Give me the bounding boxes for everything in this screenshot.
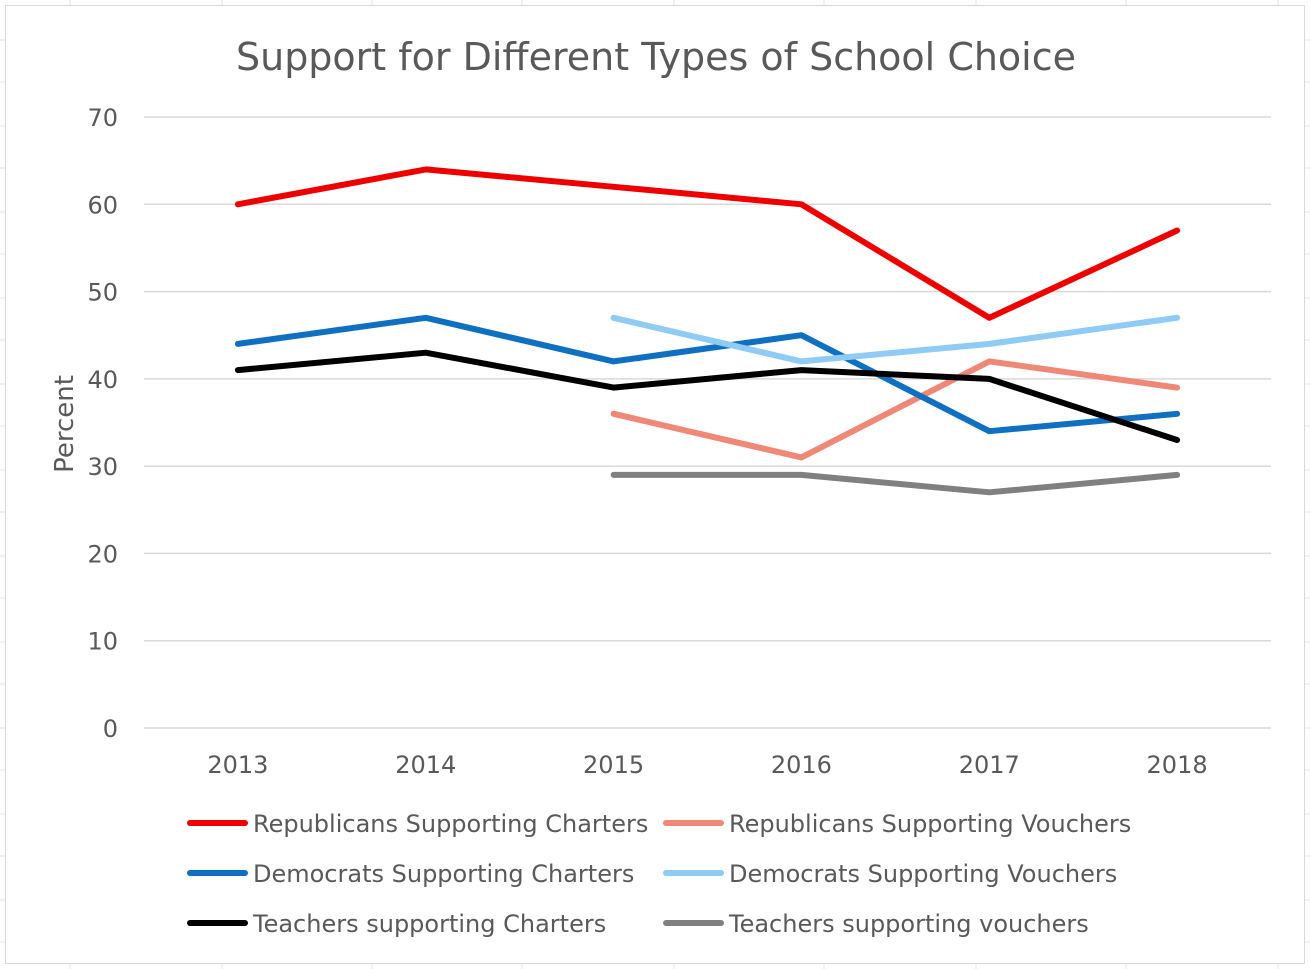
series-lines [234, 166, 1181, 496]
x-tick-label: 2014 [395, 751, 456, 779]
y-tick-label: 70 [87, 104, 118, 132]
chart-area[interactable]: Support for Different Types of School Ch… [5, 5, 1305, 964]
y-tick-label: 10 [87, 628, 118, 656]
series-line [234, 349, 1181, 443]
legend-label: Teachers supporting Charters [252, 910, 606, 938]
legend-label: Democrats Supporting Vouchers [729, 860, 1117, 888]
y-tick-label: 60 [87, 191, 118, 219]
y-tick-label: 40 [87, 366, 118, 394]
series-line [610, 471, 1181, 496]
series-line [234, 314, 1181, 435]
y-tick-label: 0 [103, 715, 118, 743]
legend-label: Democrats Supporting Charters [253, 860, 634, 888]
x-tick-label: 2016 [771, 751, 832, 779]
chart-title: Support for Different Types of School Ch… [236, 35, 1076, 79]
series-line [610, 358, 1181, 461]
legend-label: Republicans Supporting Charters [253, 810, 648, 838]
legend-label: Republicans Supporting Vouchers [729, 810, 1131, 838]
y-axis-ticks: 0 10 20 30 40 50 60 70 [87, 104, 118, 743]
x-tick-label: 2018 [1147, 751, 1208, 779]
y-tick-label: 20 [87, 540, 118, 568]
legend-label: Teachers supporting vouchers [728, 910, 1089, 938]
x-tick-label: 2013 [207, 751, 268, 779]
x-axis-ticks: 2013 2014 2015 2016 2017 2018 [207, 751, 1207, 779]
x-tick-label: 2017 [959, 751, 1020, 779]
gridlines [144, 116, 1271, 729]
legend: Republicans Supporting Charters Republica… [187, 810, 1131, 938]
y-axis-label: Percent [50, 375, 80, 473]
series-line [610, 314, 1181, 365]
line-chart: Support for Different Types of School Ch… [50, 35, 1271, 938]
x-tick-label: 2015 [583, 751, 644, 779]
series-line [234, 166, 1181, 321]
y-tick-label: 50 [87, 279, 118, 307]
y-tick-label: 30 [87, 453, 118, 481]
